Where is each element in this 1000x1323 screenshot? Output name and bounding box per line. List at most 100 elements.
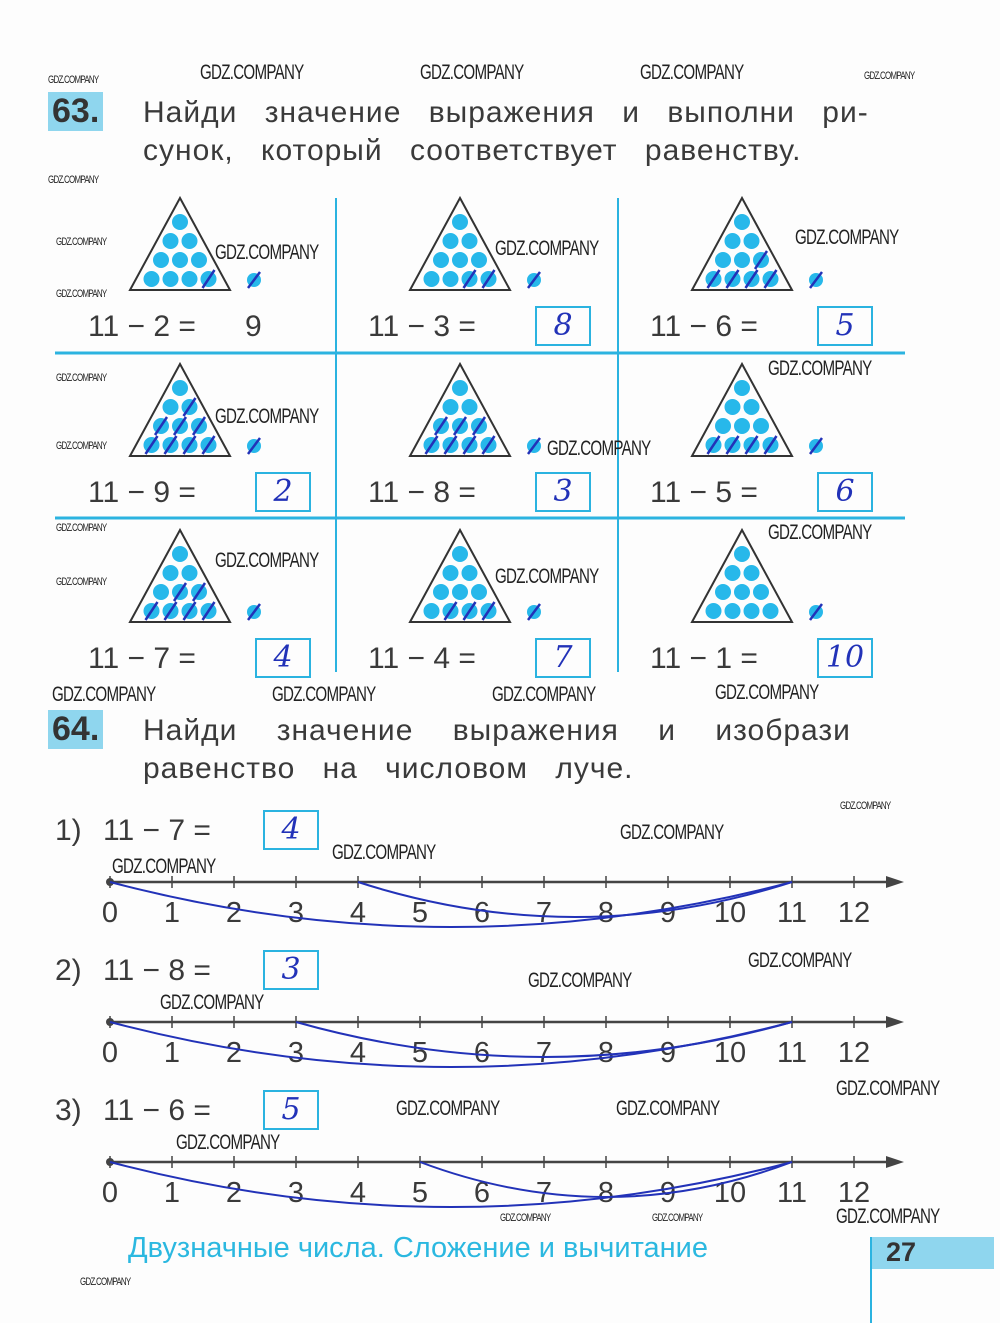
dot <box>452 252 468 268</box>
dot <box>423 603 440 619</box>
tick-label: 3 <box>288 897 304 929</box>
dot <box>715 418 731 434</box>
answer-box[interactable]: 5 <box>263 1090 319 1130</box>
dot <box>442 399 459 415</box>
equation: 11 − 1 = <box>650 642 758 675</box>
answer-box[interactable]: 8 <box>535 306 591 346</box>
answer-box[interactable]: 3 <box>535 472 591 512</box>
watermark: GDZ.COMPANY <box>215 405 319 428</box>
dot <box>162 565 179 581</box>
answer-box[interactable]: 2 <box>255 472 311 512</box>
cross-mark <box>182 435 197 455</box>
cross-mark <box>809 437 823 455</box>
dot <box>734 546 750 562</box>
dot <box>143 271 160 287</box>
dot <box>153 584 169 600</box>
answer-box[interactable]: 6 <box>817 472 873 512</box>
watermark: GDZ.COMPANY <box>547 437 651 460</box>
task-63-text-line2: сунок, который соответствует равенству. <box>143 134 802 167</box>
dot-triangle <box>128 195 261 291</box>
cross-mark <box>433 416 449 436</box>
answer-box[interactable]: 5 <box>817 306 873 346</box>
jump-arc <box>109 881 793 928</box>
answer-box[interactable]: 4 <box>255 638 311 678</box>
watermark: GDZ.COMPANY <box>56 522 107 534</box>
dot <box>461 233 478 249</box>
dot <box>471 584 487 600</box>
dot <box>162 271 179 287</box>
cross-mark <box>753 250 769 270</box>
item-label: 1) <box>55 814 82 847</box>
cross-mark <box>424 435 439 455</box>
tick-label: 6 <box>474 897 490 929</box>
watermark: GDZ.COMPANY <box>768 521 872 544</box>
watermark: GDZ.COMPANY <box>500 1212 551 1224</box>
dot <box>753 584 769 600</box>
dot-triangle <box>690 527 823 623</box>
dot <box>433 252 449 268</box>
dot <box>471 252 487 268</box>
dot <box>172 252 188 268</box>
cross-mark <box>744 269 759 289</box>
tick-label: 8 <box>598 897 614 929</box>
answer-box[interactable]: 3 <box>263 950 319 990</box>
tick-label: 6 <box>474 1177 490 1209</box>
dot <box>442 271 459 287</box>
dot <box>715 252 731 268</box>
tick-label: 11 <box>777 897 807 929</box>
watermark: GDZ.COMPANY <box>640 61 744 84</box>
tick-label: 5 <box>412 897 428 929</box>
tick-label: 1 <box>164 1037 180 1069</box>
cross-mark <box>172 582 188 602</box>
watermark: GDZ.COMPANY <box>56 236 107 248</box>
tick-label: 1 <box>164 897 180 929</box>
item-label: 3) <box>55 1094 82 1127</box>
tick-label: 11 <box>777 1177 807 1209</box>
watermark: GDZ.COMPANY <box>396 1097 500 1120</box>
tick-label: 3 <box>288 1037 304 1069</box>
equation: 11 − 6 = <box>650 310 758 343</box>
tick-label: 7 <box>536 1037 552 1069</box>
tick-label: 9 <box>660 897 676 929</box>
dot <box>734 418 750 434</box>
tick-label: 6 <box>474 1037 490 1069</box>
cross-mark <box>201 601 216 621</box>
tick-label: 2 <box>226 897 242 929</box>
watermark: GDZ.COMPANY <box>160 991 264 1014</box>
answer-box[interactable]: 10 <box>817 638 873 678</box>
item-label: 2) <box>55 954 82 987</box>
cross-mark <box>763 269 778 289</box>
cross-mark <box>462 435 477 455</box>
watermark: GDZ.COMPANY <box>836 1205 940 1228</box>
tick-label: 4 <box>350 1037 366 1069</box>
dot <box>753 418 769 434</box>
cross-mark <box>744 435 759 455</box>
dot <box>423 271 440 287</box>
cross-mark <box>182 397 197 417</box>
arrow-head <box>886 876 904 888</box>
watermark: GDZ.COMPANY <box>495 237 599 260</box>
dot <box>715 584 731 600</box>
dot <box>452 546 468 562</box>
tick-label: 1 <box>164 1177 180 1209</box>
dot <box>461 399 478 415</box>
tick-label: 12 <box>838 1177 870 1209</box>
dot <box>705 603 722 619</box>
cross-mark <box>172 416 188 436</box>
answer-box[interactable]: 7 <box>535 638 591 678</box>
dot <box>452 380 468 396</box>
dot <box>452 584 468 600</box>
watermark: GDZ.COMPANY <box>272 683 376 706</box>
watermark: GDZ.COMPANY <box>840 800 891 812</box>
dot-triangle <box>128 527 261 623</box>
answer-box[interactable]: 4 <box>263 810 319 850</box>
tick-label: 4 <box>350 1177 366 1209</box>
cross-mark <box>182 601 197 621</box>
watermark: GDZ.COMPANY <box>176 1131 280 1154</box>
watermark: GDZ.COMPANY <box>215 549 319 572</box>
dot <box>734 584 750 600</box>
footer-title: Двузначные числа. Сложение и вычитание <box>128 1232 708 1264</box>
tick-label: 10 <box>714 1037 746 1069</box>
watermark: GDZ.COMPANY <box>48 74 99 86</box>
